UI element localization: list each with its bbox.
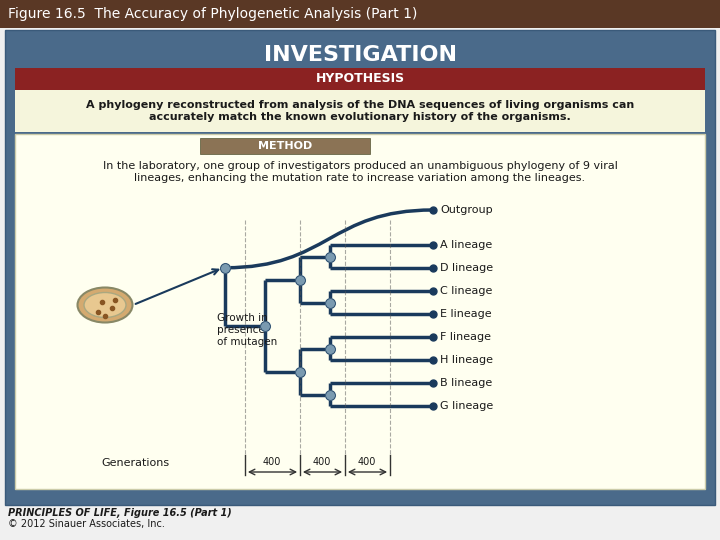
Text: B lineage: B lineage <box>440 378 492 388</box>
Text: Figure 16.5  The Accuracy of Phylogenetic Analysis (Part 1): Figure 16.5 The Accuracy of Phylogenetic… <box>8 7 418 21</box>
Ellipse shape <box>78 287 132 322</box>
Text: METHOD: METHOD <box>258 141 312 151</box>
Text: Generations: Generations <box>102 458 170 468</box>
FancyBboxPatch shape <box>15 134 705 489</box>
FancyBboxPatch shape <box>5 30 715 505</box>
Text: INVESTIGATION: INVESTIGATION <box>264 45 456 65</box>
FancyBboxPatch shape <box>15 68 705 90</box>
Text: In the laboratory, one group of investigators produced an unambiguous phylogeny : In the laboratory, one group of investig… <box>102 161 618 183</box>
Text: F lineage: F lineage <box>440 332 491 342</box>
Text: Growth in
presence
of mutagen: Growth in presence of mutagen <box>217 313 277 347</box>
Text: 400: 400 <box>312 457 331 467</box>
Ellipse shape <box>84 293 126 318</box>
FancyBboxPatch shape <box>15 90 705 132</box>
Text: D lineage: D lineage <box>440 263 493 273</box>
Text: E lineage: E lineage <box>440 309 492 319</box>
Text: 400: 400 <box>358 457 376 467</box>
Text: PRINCIPLES OF LIFE, Figure 16.5 (Part 1): PRINCIPLES OF LIFE, Figure 16.5 (Part 1) <box>8 508 232 518</box>
Text: G lineage: G lineage <box>440 401 493 411</box>
Text: Outgroup: Outgroup <box>440 205 492 215</box>
FancyBboxPatch shape <box>200 138 370 154</box>
Text: C lineage: C lineage <box>440 286 492 296</box>
Text: HYPOTHESIS: HYPOTHESIS <box>315 72 405 85</box>
Text: A lineage: A lineage <box>440 240 492 250</box>
Text: H lineage: H lineage <box>440 355 493 365</box>
FancyBboxPatch shape <box>0 0 720 28</box>
Text: © 2012 Sinauer Associates, Inc.: © 2012 Sinauer Associates, Inc. <box>8 519 165 529</box>
Text: A phylogeny reconstructed from analysis of the DNA sequences of living organisms: A phylogeny reconstructed from analysis … <box>86 100 634 122</box>
Text: 400: 400 <box>263 457 282 467</box>
